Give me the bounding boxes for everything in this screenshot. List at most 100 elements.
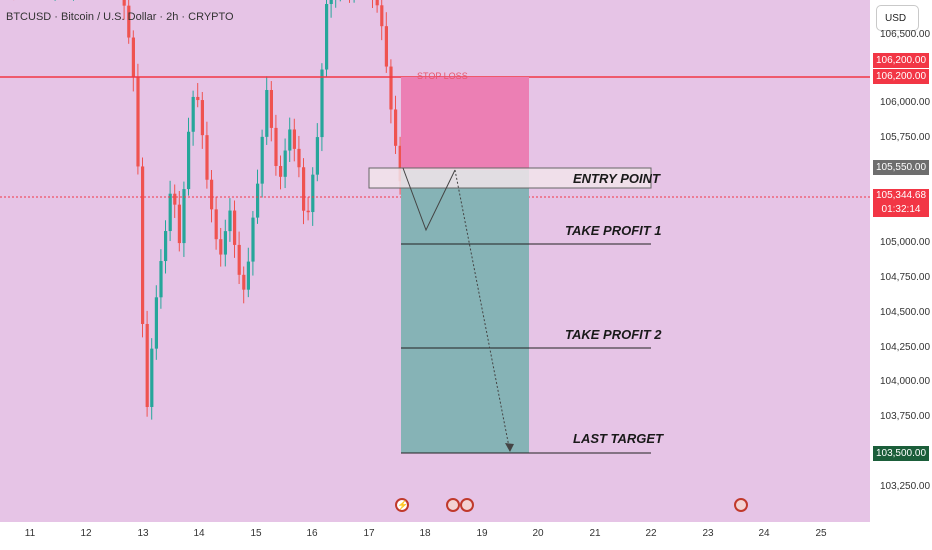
candle-body xyxy=(260,136,264,184)
candle-body xyxy=(269,90,273,128)
entry-point-label: ENTRY POINT xyxy=(573,171,660,186)
candle-body xyxy=(311,174,315,213)
candle-body xyxy=(191,96,195,132)
candle-body xyxy=(196,96,200,101)
candle-body xyxy=(288,129,292,151)
flag-event-icon[interactable] xyxy=(734,498,748,512)
bar-countdown: 01:32:14 xyxy=(873,203,929,217)
time-tick: 15 xyxy=(250,528,262,539)
candle-body xyxy=(306,210,310,213)
projection-zigzag xyxy=(402,167,456,232)
chart-plot-area[interactable]: BTCUSD · Bitcoin / U.S. Dollar · 2h · CR… xyxy=(0,0,870,522)
candle-body xyxy=(237,244,241,275)
candle-body xyxy=(187,131,191,190)
candle-body xyxy=(242,274,246,290)
time-tick: 24 xyxy=(758,528,770,539)
price-tick: 103,250.00 xyxy=(880,481,931,492)
symbol-title[interactable]: BTCUSD · Bitcoin / U.S. Dollar · 2h · CR… xyxy=(6,11,234,23)
last-target-price-tag: 103,500.00 xyxy=(873,446,929,461)
flag-event-icon[interactable] xyxy=(446,498,460,512)
candle-body xyxy=(131,37,135,78)
candle-body xyxy=(141,166,145,324)
time-tick: 25 xyxy=(815,528,827,539)
candle-body xyxy=(233,210,237,245)
current-price-tag: 105,344.68 xyxy=(873,189,929,203)
candle-body xyxy=(177,204,181,244)
candle-body xyxy=(398,145,402,182)
risk-zone xyxy=(401,77,529,170)
time-tick: 22 xyxy=(645,528,657,539)
candle-body xyxy=(246,261,250,290)
stop-loss-price-tag: 106,200.00 xyxy=(873,53,929,68)
candle-body xyxy=(389,66,393,110)
time-tick: 21 xyxy=(589,528,601,539)
candle-body xyxy=(302,167,306,211)
price-tick: 103,750.00 xyxy=(880,411,931,422)
candles-group xyxy=(13,0,402,420)
candle-body xyxy=(223,231,227,255)
candle-body xyxy=(210,179,214,210)
candle-body xyxy=(159,261,163,298)
time-tick: 18 xyxy=(419,528,431,539)
candle-body xyxy=(127,5,131,38)
candle-body xyxy=(251,217,255,262)
candle-body xyxy=(164,231,168,262)
take-profit-2-label: TAKE PROFIT 2 xyxy=(565,327,662,342)
candle-body xyxy=(265,90,269,137)
candle-body xyxy=(320,69,324,138)
time-tick: 14 xyxy=(193,528,205,539)
candle-body xyxy=(380,5,384,27)
candle-body xyxy=(384,26,388,67)
candle-body xyxy=(150,348,154,407)
candle-body xyxy=(205,135,209,180)
price-axis[interactable] xyxy=(870,0,932,522)
time-tick: 11 xyxy=(24,528,36,539)
flag-event-icon[interactable] xyxy=(460,498,474,512)
time-axis[interactable] xyxy=(0,522,870,550)
candle-body xyxy=(329,0,333,5)
take-profit-1-label: TAKE PROFIT 1 xyxy=(565,223,662,238)
lightning-event-icon[interactable]: ⚡ xyxy=(395,498,409,512)
candle-body xyxy=(394,109,398,146)
candle-body xyxy=(297,148,301,168)
price-tick: 104,250.00 xyxy=(880,342,931,353)
time-tick: 12 xyxy=(80,528,92,539)
price-tick: 106,000.00 xyxy=(880,97,931,108)
candle-body xyxy=(173,193,177,205)
projection-arrow-head xyxy=(505,443,514,452)
candle-body xyxy=(325,4,329,70)
candle-body xyxy=(145,323,149,407)
candle-body xyxy=(228,210,232,232)
candle-body xyxy=(292,129,296,149)
candle-body xyxy=(315,137,319,175)
currency-button[interactable]: USD xyxy=(876,5,919,31)
stop-loss-price-tag-2: 106,200.00 xyxy=(873,69,929,84)
time-tick: 20 xyxy=(532,528,544,539)
price-tick: 104,750.00 xyxy=(880,272,931,283)
price-tick: 105,000.00 xyxy=(880,237,931,248)
entry-price-tag: 105,550.00 xyxy=(873,160,929,175)
candle-body xyxy=(214,209,218,240)
candle-body xyxy=(375,0,379,6)
entry-point-box xyxy=(368,167,652,189)
candle-body xyxy=(168,193,172,232)
time-tick: 23 xyxy=(702,528,714,539)
candle-body xyxy=(219,239,223,255)
candle-body xyxy=(279,165,283,177)
time-tick: 19 xyxy=(476,528,488,539)
candle-body xyxy=(256,183,260,218)
candle-body xyxy=(136,77,140,167)
time-tick: 17 xyxy=(363,528,375,539)
stop-loss-label: STOP LOSS xyxy=(417,71,468,81)
candle-body xyxy=(283,150,287,177)
candle-body xyxy=(122,0,126,6)
price-tick: 105,750.00 xyxy=(880,132,931,143)
last-target-label: LAST TARGET xyxy=(573,431,664,446)
price-tick: 104,500.00 xyxy=(880,307,931,318)
price-tick: 104,000.00 xyxy=(880,376,931,387)
chart-canvas[interactable] xyxy=(0,0,870,522)
reward-zone xyxy=(401,170,529,453)
candle-body xyxy=(200,100,204,136)
time-tick: 16 xyxy=(306,528,318,539)
